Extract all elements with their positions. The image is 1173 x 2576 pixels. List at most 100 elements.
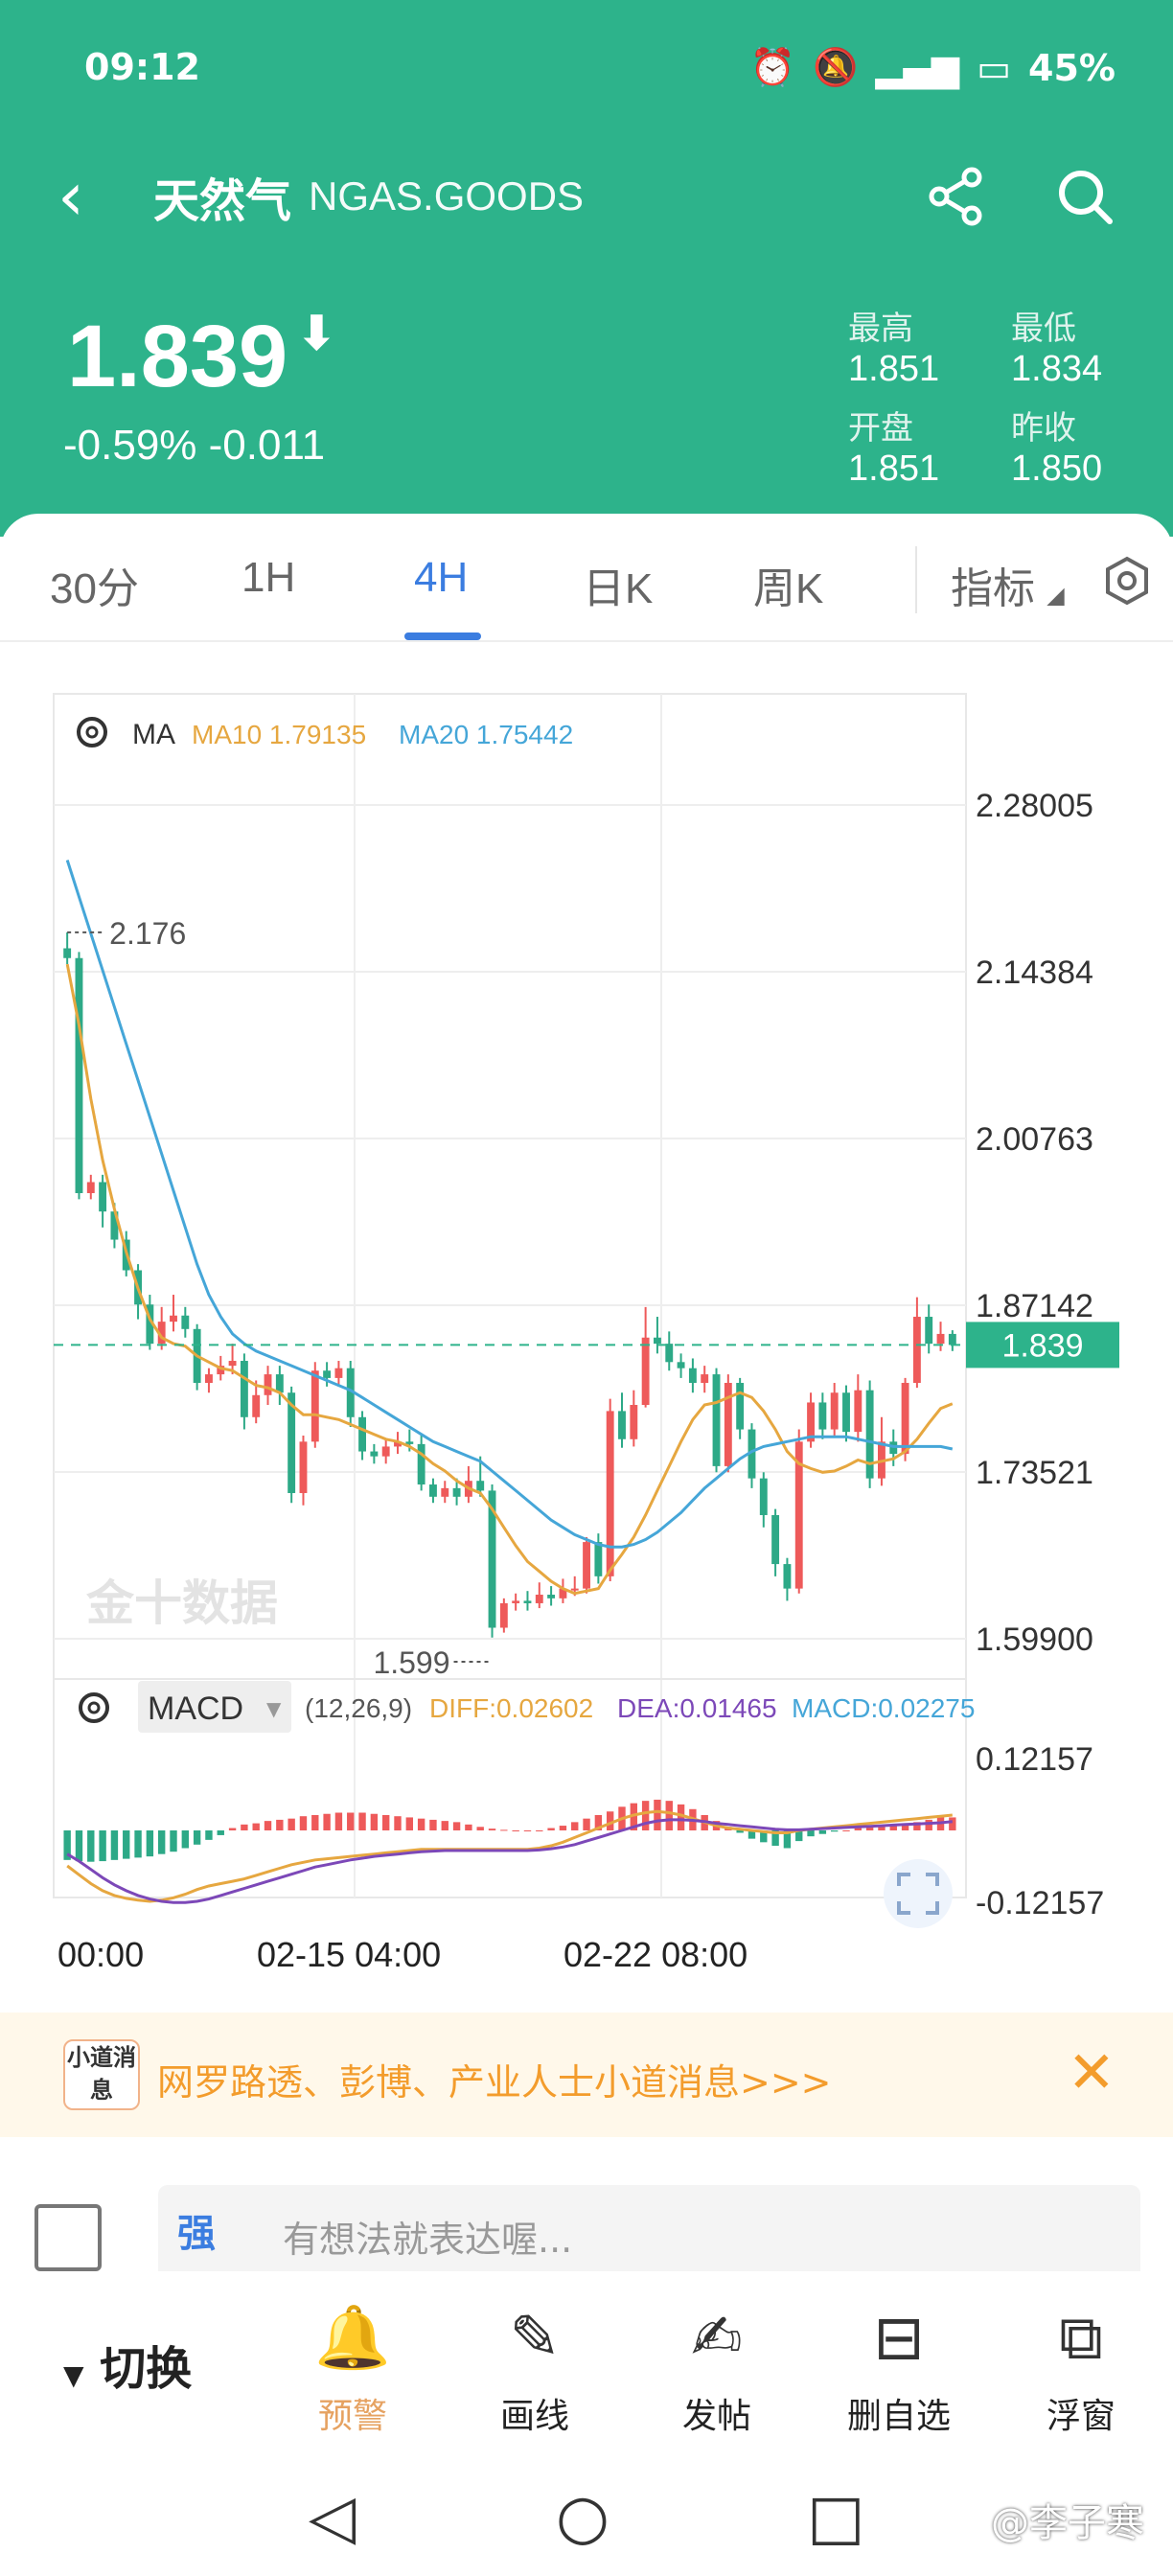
- candle-body: [783, 1564, 792, 1589]
- candle-body: [452, 1487, 461, 1497]
- candle: [523, 1591, 532, 1611]
- candle-body: [854, 1390, 862, 1433]
- kline-chart[interactable]: MA MA10 1.79135 MA20 1.75442 2.28005 2.14…: [0, 671, 1173, 2012]
- macd-bar: [476, 1827, 484, 1830]
- macd-bar: [536, 1830, 543, 1831]
- macd-label: MACD: [148, 1690, 243, 1727]
- candle: [925, 1304, 933, 1354]
- macd-legend: MACD ▼ (12,26,9) DIFF:0.02602 DEA:0.0146…: [79, 1681, 975, 1733]
- macd-selector[interactable]: [138, 1681, 291, 1733]
- banner-text[interactable]: 网罗路透、彭博、产业人士小道消息>>>: [157, 2061, 832, 2104]
- macd-bar: [181, 1830, 190, 1849]
- candle-body: [499, 1602, 508, 1628]
- candle: [583, 1536, 590, 1594]
- candle: [499, 1598, 508, 1633]
- tab-divider: [915, 546, 917, 613]
- candle-body: [665, 1344, 674, 1363]
- tab-30min[interactable]: 30分: [50, 565, 139, 612]
- macd-bar: [913, 1822, 921, 1830]
- candle: [724, 1374, 732, 1473]
- tab-indicators[interactable]: 指标 ◢: [951, 565, 1065, 612]
- ma10-line: [65, 963, 954, 1596]
- back-icon[interactable]: ‹: [58, 157, 84, 236]
- alert-button[interactable]: 🔔 预警: [286, 2300, 420, 2438]
- candle-body: [948, 1333, 956, 1346]
- price-change: -0.59% -0.011: [63, 422, 326, 469]
- macd-dea: DEA:0.01465: [617, 1693, 777, 1723]
- mute-icon: 🔕: [813, 46, 859, 88]
- macd-bar: [381, 1814, 390, 1830]
- candle-body: [618, 1411, 626, 1439]
- macd-bar: [807, 1830, 815, 1837]
- down-arrow-icon: ⬇: [297, 309, 336, 359]
- macd-bar: [299, 1816, 308, 1830]
- float-window-icon: ⧉: [1059, 2303, 1103, 2374]
- macd-bar: [63, 1830, 71, 1860]
- nav-home-icon[interactable]: ○: [556, 2482, 610, 2553]
- candle-body: [205, 1374, 213, 1384]
- candle-body: [936, 1333, 945, 1345]
- nav-bar: ‹ 天然气 NGAS.GOODS: [58, 153, 1116, 240]
- macd-bar: [157, 1830, 166, 1854]
- candle-body: [570, 1588, 579, 1591]
- float-window-button[interactable]: ⧉ 浮窗: [1014, 2300, 1148, 2438]
- candle: [854, 1374, 862, 1442]
- share-icon[interactable]: [926, 166, 987, 227]
- tab-4h[interactable]: 4H: [414, 554, 469, 601]
- draw-line-button[interactable]: ✎ 画线: [468, 2300, 602, 2438]
- news-banner[interactable]: 小道消息 网罗路透、彭博、产业人士小道消息>>> ✕: [0, 2012, 1173, 2137]
- candle: [606, 1398, 614, 1581]
- candle-body: [535, 1595, 543, 1603]
- candle-body: [688, 1368, 697, 1384]
- candle: [818, 1392, 827, 1439]
- close-icon[interactable]: ✕: [1067, 2039, 1116, 2106]
- news-list-icon[interactable]: [34, 2204, 102, 2271]
- kline-svg[interactable]: MA MA10 1.79135 MA20 1.75442 2.28005 2.14…: [0, 671, 1173, 2012]
- switch-button[interactable]: ▼ 切换: [63, 2342, 193, 2396]
- macd-bar: [452, 1822, 461, 1830]
- status-icons: ⏰ 🔕 ▂▄▆ ▭ 45%: [750, 46, 1116, 89]
- comment-input[interactable]: 强 有想法就表达喔...: [158, 2185, 1140, 2281]
- macd-bar: [854, 1828, 862, 1830]
- macd-settings-icon: [79, 1692, 109, 1723]
- macd-bar: [334, 1812, 343, 1830]
- nav-back-icon[interactable]: ◁: [309, 2482, 356, 2553]
- settings-hex-icon[interactable]: [1104, 556, 1150, 606]
- candle: [346, 1361, 355, 1428]
- candle: [75, 952, 83, 1200]
- macd-bar: [523, 1830, 532, 1831]
- macd-bar: [949, 1817, 956, 1830]
- candle: [323, 1362, 332, 1387]
- alarm-icon: ⏰: [749, 46, 796, 88]
- macd-y-tick-label: -0.12157: [976, 1885, 1104, 1921]
- candle: [842, 1385, 850, 1442]
- nav-recents-icon[interactable]: □: [807, 2482, 865, 2553]
- candle: [936, 1322, 945, 1351]
- macd-bar: [441, 1821, 448, 1830]
- tab-weekly[interactable]: 周K: [753, 565, 824, 612]
- quote-header: 09:12 ⏰ 🔕 ▂▄▆ ▭ 45% ‹ 天然气 NGAS.GOODS 1.8…: [0, 0, 1173, 537]
- candle: [712, 1368, 721, 1473]
- macd-bar: [736, 1830, 744, 1833]
- ma20-line: [65, 860, 954, 1549]
- remove-watchlist-button[interactable]: ⊟ 删自选: [832, 2300, 966, 2438]
- candle-body: [830, 1392, 839, 1430]
- candle-body: [759, 1478, 768, 1515]
- candle-body: [818, 1402, 827, 1430]
- candle-body: [358, 1416, 366, 1452]
- macd-bar: [146, 1830, 154, 1857]
- macd-dropdown-icon: ▼: [266, 1697, 282, 1720]
- candle-body: [547, 1595, 556, 1598]
- candle-body: [630, 1405, 638, 1439]
- candle-body: [110, 1211, 119, 1240]
- candle-body: [712, 1374, 721, 1466]
- macd-bar: [641, 1801, 650, 1830]
- candle-body: [240, 1361, 248, 1417]
- tab-daily[interactable]: 日K: [583, 565, 654, 612]
- search-icon[interactable]: [1054, 166, 1116, 227]
- post-button[interactable]: ✍ 发帖: [650, 2300, 784, 2438]
- macd-bar: [417, 1818, 426, 1830]
- macd-bar: [559, 1826, 567, 1830]
- candle: [783, 1557, 792, 1601]
- tab-1h[interactable]: 1H: [242, 554, 296, 601]
